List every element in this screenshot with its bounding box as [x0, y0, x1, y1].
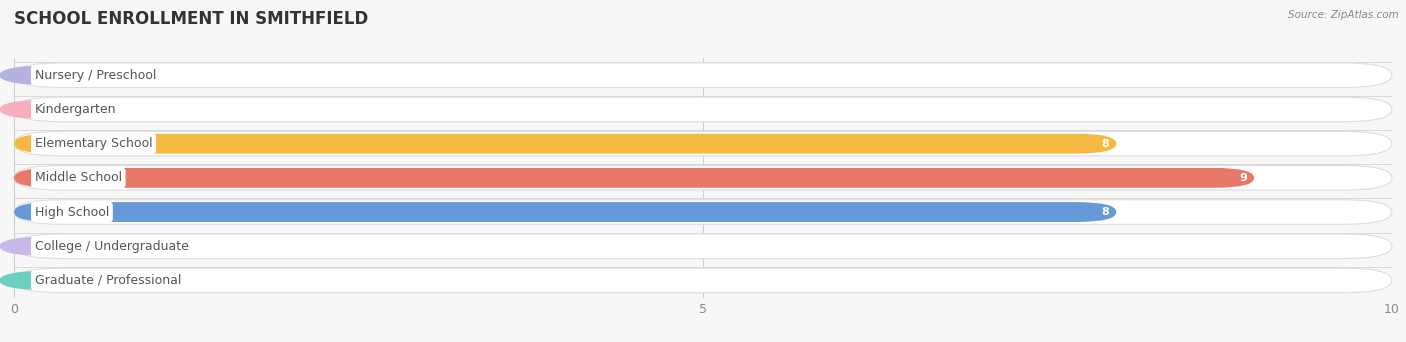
Text: SCHOOL ENROLLMENT IN SMITHFIELD: SCHOOL ENROLLMENT IN SMITHFIELD — [14, 10, 368, 28]
Text: Source: ZipAtlas.com: Source: ZipAtlas.com — [1288, 10, 1399, 20]
FancyBboxPatch shape — [14, 97, 1392, 122]
Circle shape — [0, 101, 67, 118]
Text: 0: 0 — [62, 104, 69, 115]
Text: 0: 0 — [62, 70, 69, 80]
Circle shape — [0, 67, 67, 84]
Text: 8: 8 — [1102, 139, 1109, 149]
FancyBboxPatch shape — [14, 131, 1392, 156]
FancyBboxPatch shape — [14, 168, 1254, 188]
Text: Nursery / Preschool: Nursery / Preschool — [35, 69, 156, 82]
Text: 0: 0 — [62, 241, 69, 251]
Text: Middle School: Middle School — [35, 171, 122, 184]
Text: High School: High School — [35, 206, 110, 219]
FancyBboxPatch shape — [14, 202, 1116, 222]
Text: College / Undergraduate: College / Undergraduate — [35, 240, 188, 253]
Text: 9: 9 — [1239, 173, 1247, 183]
FancyBboxPatch shape — [14, 134, 1116, 154]
Text: 8: 8 — [1102, 207, 1109, 217]
FancyBboxPatch shape — [14, 63, 1392, 88]
Circle shape — [0, 238, 67, 255]
Text: Kindergarten: Kindergarten — [35, 103, 117, 116]
FancyBboxPatch shape — [14, 234, 1392, 259]
Text: 0: 0 — [62, 275, 69, 286]
FancyBboxPatch shape — [14, 200, 1392, 224]
Text: Graduate / Professional: Graduate / Professional — [35, 274, 181, 287]
Text: Elementary School: Elementary School — [35, 137, 152, 150]
FancyBboxPatch shape — [14, 166, 1392, 190]
FancyBboxPatch shape — [14, 268, 1392, 293]
Circle shape — [0, 272, 67, 289]
